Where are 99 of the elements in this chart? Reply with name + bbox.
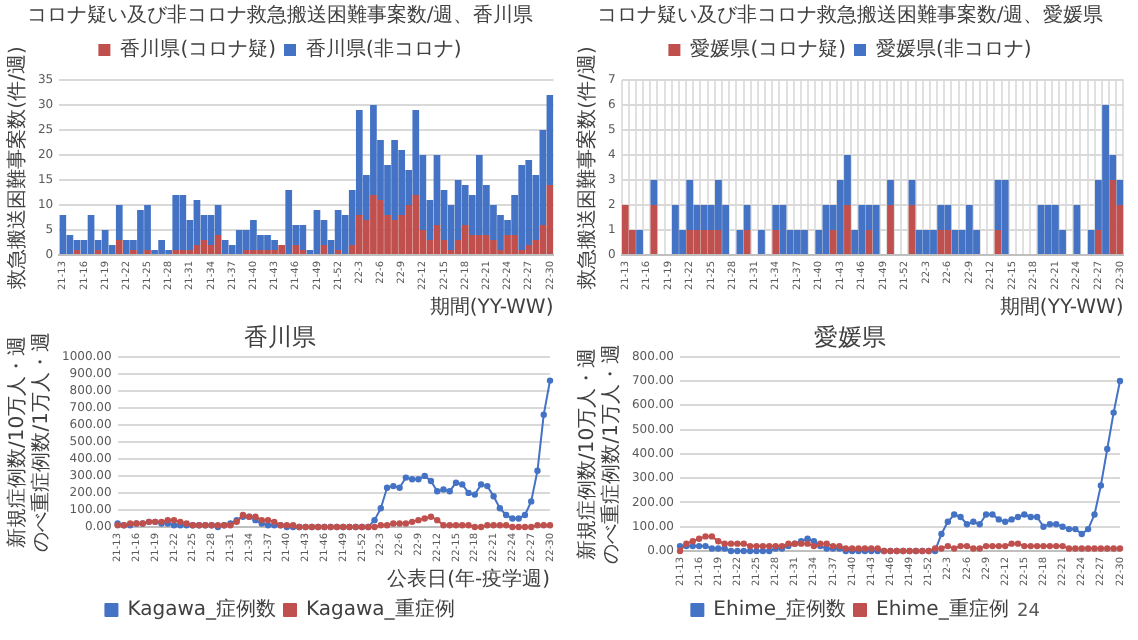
bar (1001, 179, 1009, 254)
bar (844, 204, 851, 254)
bar (144, 204, 151, 250)
bar (743, 229, 751, 254)
bar (87, 214, 95, 254)
y-axis-title: 救急搬送困難事案数(件/週) (5, 46, 30, 291)
bar (858, 204, 866, 254)
chart-title: 香川県 (244, 322, 316, 351)
bar (391, 139, 398, 220)
legend-label: Kagawa_症例数 (127, 597, 277, 622)
bar (715, 229, 722, 254)
bar (707, 229, 715, 254)
legend-label: 香川県(コロナ疑) (120, 37, 277, 62)
y-axis-title: 新規症例数/10万人・週のべ重症例数/1万人・週 (575, 344, 624, 564)
bar (1051, 204, 1059, 254)
bar (944, 204, 952, 230)
bar (299, 224, 307, 250)
bar (772, 229, 780, 254)
bar (391, 219, 398, 254)
bar (887, 204, 894, 254)
bar (320, 244, 328, 254)
bar (525, 244, 533, 254)
bar (370, 194, 377, 254)
bar (137, 209, 144, 254)
bar (686, 229, 694, 254)
bar (1087, 229, 1095, 254)
bar (158, 239, 165, 254)
legend-label: 愛媛県(コロナ疑) (690, 37, 847, 62)
bar (872, 204, 880, 254)
bar (490, 239, 497, 254)
bar (922, 229, 930, 254)
bar (1073, 204, 1081, 254)
bar (915, 229, 923, 254)
bar (1109, 179, 1117, 254)
chart-title: コロナ疑い及び非コロナ救急搬送困難事案数/週、愛媛県 (596, 3, 1104, 28)
bar (504, 234, 511, 254)
bar (73, 239, 81, 250)
bar (235, 229, 243, 254)
legend-label: Kagawa_重症例 (306, 597, 455, 622)
bar (101, 229, 109, 254)
bar (650, 179, 658, 205)
x-axis-title: 期間(YY-WW) (429, 295, 554, 320)
bar (271, 239, 278, 250)
bar (221, 239, 229, 254)
bar (511, 234, 518, 254)
bar (461, 224, 469, 254)
bar (801, 229, 808, 254)
bar (292, 244, 300, 254)
bar (686, 179, 694, 230)
bar (829, 229, 837, 254)
bar (214, 234, 222, 254)
bar (193, 244, 201, 254)
bar (59, 214, 67, 254)
bar (433, 224, 441, 254)
bar (115, 239, 123, 254)
bar (1095, 229, 1102, 254)
legend-label: Ehime_症例数 (713, 597, 846, 622)
bar (179, 194, 187, 250)
bar (621, 204, 629, 254)
y-axis-title: 救急搬送困難事案数(件/週) (575, 46, 600, 291)
bar (518, 164, 526, 250)
bar (525, 159, 533, 245)
text: 24 (1017, 601, 1041, 622)
bar (412, 194, 420, 254)
bar (264, 234, 271, 250)
bar (887, 179, 894, 205)
bar (793, 229, 801, 254)
bar (1102, 104, 1109, 254)
bar (475, 234, 483, 254)
bar (483, 234, 490, 254)
legend-label: Ehime_重症例 (876, 597, 1009, 622)
chart-title: 愛媛県 (814, 322, 886, 351)
bar (122, 239, 130, 254)
bar (636, 229, 643, 254)
bar (930, 229, 937, 254)
bar (278, 244, 285, 254)
bar (172, 194, 180, 250)
bar (1044, 204, 1052, 254)
bar (377, 199, 384, 254)
bar (937, 229, 945, 254)
bar (475, 154, 483, 235)
bar (965, 204, 973, 254)
bar (743, 204, 751, 230)
chart-title: コロナ疑い及び非コロナ救急搬送困難事案数/週、香川県 (26, 3, 534, 28)
x-axis-title: 期間(YY-WW) (999, 295, 1124, 320)
legend-label: 香川県(非コロナ) (306, 37, 462, 62)
bar (250, 219, 257, 250)
bar (944, 229, 952, 254)
x-axis-title: 公表日(年-疫学週) (387, 567, 551, 592)
bar (758, 229, 765, 254)
y-axis-title: 新規症例数/10万人・週のべ重症例数/1万人・週 (5, 332, 54, 552)
bar (937, 204, 945, 230)
bar (672, 204, 679, 254)
bar (355, 214, 363, 254)
legend-label: 愛媛県(非コロナ) (876, 37, 1032, 62)
bar (650, 204, 658, 254)
bar (115, 204, 123, 240)
bar (285, 189, 293, 254)
bar (334, 209, 342, 250)
